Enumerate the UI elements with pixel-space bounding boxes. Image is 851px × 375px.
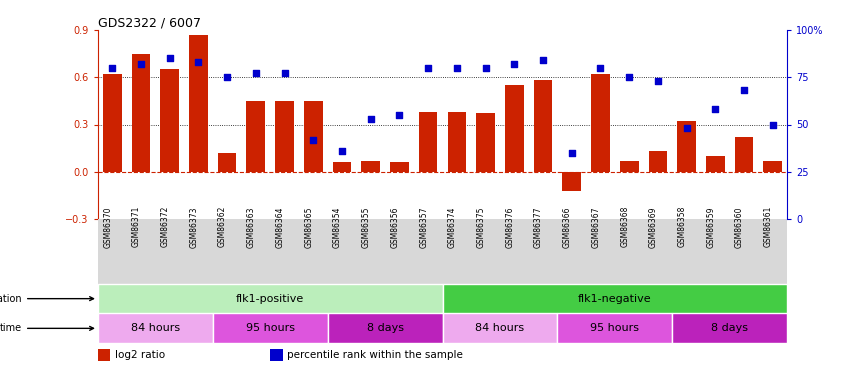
Text: GSM86362: GSM86362 [218,206,227,248]
Text: GSM86359: GSM86359 [706,206,716,248]
Bar [672,314,787,343]
Bar [213,314,328,343]
Bar [247,101,266,172]
Point [651,78,665,84]
Text: GSM86364: GSM86364 [276,206,284,248]
Point [163,56,176,62]
Text: GSM86355: GSM86355 [362,206,371,248]
Bar [275,101,294,172]
Bar [390,162,408,172]
Bar [534,80,552,172]
Text: GSM86372: GSM86372 [161,206,169,248]
Bar [103,74,122,172]
Text: GSM86376: GSM86376 [505,206,514,248]
Bar [98,349,111,361]
Bar [271,349,283,361]
Text: 84 hours: 84 hours [476,323,524,333]
Text: GDS2322 / 6007: GDS2322 / 6007 [98,17,201,30]
Text: GSM86368: GSM86368 [620,206,629,248]
Point [507,61,521,67]
Point [421,65,435,71]
Text: GSM86373: GSM86373 [190,206,198,248]
Bar [362,161,380,172]
Point [565,150,579,156]
Text: GSM86371: GSM86371 [132,206,141,248]
Bar [591,74,610,172]
Text: genotype/variation: genotype/variation [0,294,94,304]
Text: GSM86365: GSM86365 [305,206,313,248]
Point [450,65,464,71]
Point [392,112,406,118]
Text: GSM86361: GSM86361 [764,206,773,248]
Bar [132,54,151,172]
Bar [563,172,581,190]
Text: 84 hours: 84 hours [131,323,180,333]
Bar [98,314,213,343]
Text: log2 ratio: log2 ratio [115,350,165,360]
Text: GSM86360: GSM86360 [735,206,744,248]
Bar [648,151,667,172]
Text: GSM86366: GSM86366 [563,206,572,248]
Bar [218,153,237,172]
Text: time: time [0,323,94,333]
Bar [505,85,523,172]
Point [766,122,780,128]
Bar [304,101,323,172]
Point [191,59,205,65]
Point [680,125,694,131]
Point [277,70,291,76]
Bar [448,112,466,172]
Bar [443,314,557,343]
Text: GSM86358: GSM86358 [677,206,687,248]
Point [364,116,378,122]
Bar [443,284,787,314]
Text: GSM86367: GSM86367 [591,206,601,248]
Bar [620,161,638,172]
Text: GSM86377: GSM86377 [534,206,543,248]
Point [737,87,751,93]
Text: flk1-negative: flk1-negative [578,294,652,304]
Text: GSM86374: GSM86374 [448,206,457,248]
Point [622,74,636,80]
Text: GSM86369: GSM86369 [649,206,658,248]
Point [594,65,608,71]
Point [134,61,148,67]
Bar [98,284,443,314]
Point [335,148,349,154]
Bar [160,69,179,172]
Bar [763,161,782,172]
Text: 8 days: 8 days [711,323,748,333]
Text: percentile rank within the sample: percentile rank within the sample [288,350,463,360]
Point [106,65,119,71]
Bar [477,114,495,172]
Text: 95 hours: 95 hours [591,323,639,333]
Point [306,136,320,142]
Text: GSM86370: GSM86370 [103,206,112,248]
Text: GSM86357: GSM86357 [420,206,428,248]
Point [220,74,234,80]
Point [536,57,550,63]
Point [709,106,722,112]
Bar [189,35,208,172]
Text: GSM86363: GSM86363 [247,206,256,248]
Text: flk1-positive: flk1-positive [236,294,305,304]
Bar [328,314,443,343]
Text: GSM86354: GSM86354 [333,206,342,248]
Text: GSM86356: GSM86356 [391,206,399,248]
Point [479,65,493,71]
Point [249,70,263,76]
Bar [734,137,753,172]
Bar [557,314,672,343]
Text: 8 days: 8 days [367,323,403,333]
Bar [333,162,351,172]
Bar [706,156,725,172]
Text: 95 hours: 95 hours [246,323,294,333]
Text: GSM86375: GSM86375 [477,206,486,248]
Bar [677,122,696,172]
Bar [419,112,437,172]
